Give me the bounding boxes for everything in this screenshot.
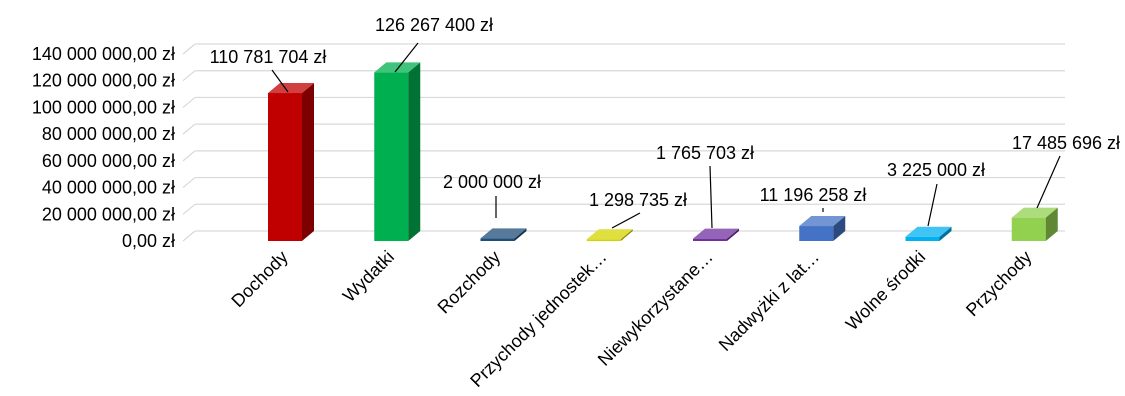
- bar-front: [1011, 217, 1046, 241]
- bar-top: [374, 62, 421, 73]
- y-tick-label: 100 000 000,00 zł: [32, 97, 175, 117]
- gridline-depth: [182, 230, 196, 242]
- bar: [268, 83, 314, 241]
- leader-line: [927, 183, 938, 227]
- data-label: 1 765 703 zł: [656, 143, 754, 163]
- gridline-depth: [182, 123, 196, 135]
- bar-front: [905, 236, 940, 241]
- bars: [268, 62, 1058, 241]
- data-label: 17 485 696 zł: [1012, 133, 1120, 153]
- bar: [1011, 207, 1058, 241]
- data-labels: 110 781 704 zł 126 267 400 zł 2 000 000 zł…: [210, 15, 1120, 229]
- data-label: 11 196 258 zł: [760, 185, 867, 205]
- x-tick-label: Nadwyżki z lat…: [715, 247, 823, 355]
- leader-line: [611, 212, 641, 229]
- data-label: 110 781 704 zł: [210, 47, 327, 67]
- data-label: 1 298 735 zł: [589, 190, 687, 210]
- y-tick-label: 0,00 zł: [122, 231, 175, 251]
- gridline-depth: [182, 203, 196, 215]
- data-label: 2 000 000 zł: [443, 172, 541, 192]
- bar: [480, 228, 527, 241]
- bar-side: [1045, 207, 1058, 241]
- y-tick-label: 20 000 000,00 zł: [42, 204, 175, 224]
- bar-side: [727, 228, 739, 241]
- bar-top: [586, 229, 633, 240]
- bar-front: [799, 226, 834, 241]
- gridline-depth: [182, 177, 196, 189]
- bar: [586, 229, 633, 241]
- bar-top: [1011, 207, 1058, 218]
- y-tick-label: 60 000 000,00 zł: [42, 151, 175, 171]
- bar-side: [833, 216, 846, 241]
- data-label: 126 267 400 zł: [375, 15, 493, 35]
- gridline-depth: [182, 43, 196, 55]
- y-tick-label: 140 000 000,00 zł: [32, 44, 175, 64]
- bar-front: [268, 93, 302, 241]
- x-tick-label: Rozchody: [434, 247, 505, 318]
- bar-top: [693, 228, 739, 239]
- x-tick-label: Dochody: [227, 247, 291, 311]
- bar-front: [693, 238, 727, 241]
- gridline-depth: [182, 150, 196, 162]
- bar: [693, 228, 739, 241]
- x-tick-label: Niewykorzystane…: [594, 247, 717, 370]
- y-tick-label: 120 000 000,00 zł: [32, 71, 175, 91]
- leader-line: [394, 42, 419, 73]
- gridline-depth: [182, 96, 196, 108]
- y-tick-label: 40 000 000,00 zł: [42, 178, 175, 198]
- bar: [799, 216, 846, 241]
- bar-side: [620, 229, 633, 241]
- gridlines: [182, 43, 1065, 242]
- y-tick-label: 80 000 000,00 zł: [42, 124, 175, 144]
- leader-line: [1036, 155, 1061, 209]
- x-tick-label: Wydatki: [339, 247, 398, 306]
- x-tick-label: Wolne środki: [842, 247, 929, 334]
- x-tick-label: Przychody: [962, 247, 1036, 321]
- bar-front: [374, 72, 409, 241]
- bar-side: [939, 226, 952, 241]
- leader-line: [709, 165, 713, 229]
- bar-top: [480, 228, 527, 239]
- y-axis: 0,00 zł 20 000 000,00 zł 40 000 000,00 zł 6…: [32, 44, 175, 251]
- bar-front: [586, 239, 621, 241]
- bar-top: [905, 226, 952, 237]
- data-label: 3 225 000 zł: [887, 160, 985, 180]
- leader-line: [271, 69, 289, 93]
- bar: [374, 62, 421, 241]
- bar-side: [514, 228, 527, 241]
- gridline-depth: [182, 70, 196, 82]
- bar: [905, 226, 952, 241]
- bar-top: [268, 83, 314, 94]
- bar-side: [302, 83, 314, 241]
- bar-side: [408, 62, 421, 241]
- bar-front: [480, 238, 515, 241]
- bar-top: [799, 216, 846, 227]
